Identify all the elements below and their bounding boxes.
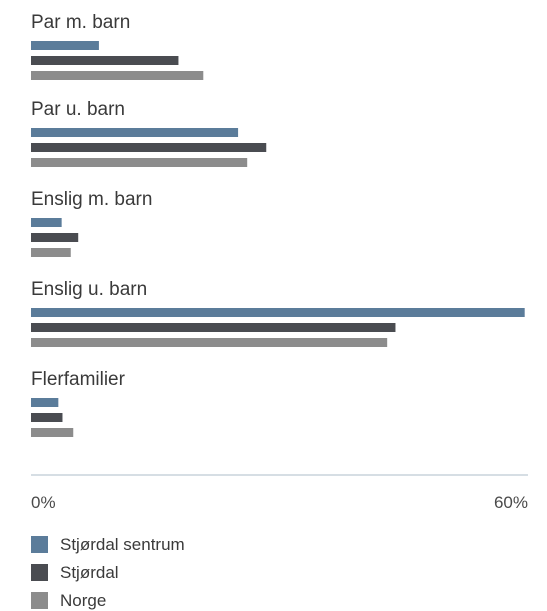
- legend-label: Norge: [60, 591, 106, 610]
- category-label: Enslig u. barn: [31, 279, 147, 300]
- bar: [31, 233, 79, 242]
- legend-swatch: [31, 536, 48, 553]
- category-label: Enslig m. barn: [31, 189, 152, 210]
- bar: [31, 323, 396, 332]
- bar: [31, 398, 59, 407]
- category-group: Enslig u. barn: [31, 279, 525, 347]
- bar: [31, 128, 239, 137]
- legend-label: Stjørdal sentrum: [60, 535, 185, 554]
- bar: [31, 428, 74, 437]
- category-label: Flerfamilier: [31, 369, 126, 390]
- bar: [31, 308, 525, 317]
- bar: [31, 218, 62, 227]
- x-tick-label-0: 0%: [31, 493, 56, 512]
- category-label: Par u. barn: [31, 99, 125, 120]
- legend-item: Stjørdal: [31, 563, 119, 582]
- category-group: Par u. barn: [31, 99, 267, 167]
- legend-label: Stjørdal: [60, 563, 119, 582]
- legend: Stjørdal sentrum Stjørdal Norge: [31, 535, 185, 610]
- legend-swatch: [31, 564, 48, 581]
- bar: [31, 143, 267, 152]
- bar: [31, 56, 179, 65]
- category-label: Par m. barn: [31, 12, 130, 33]
- x-tick-label-60: 60%: [494, 493, 528, 512]
- category-groups: Par m. barn Par u. barn Enslig m. barn Ensl…: [31, 12, 525, 437]
- bar: [31, 71, 204, 80]
- legend-item: Stjørdal sentrum: [31, 535, 185, 554]
- bar: [31, 41, 99, 50]
- category-group: Par m. barn: [31, 12, 204, 80]
- legend-item: Norge: [31, 591, 106, 610]
- bar: [31, 413, 63, 422]
- bar: [31, 158, 248, 167]
- category-group: Flerfamilier: [31, 369, 126, 437]
- legend-swatch: [31, 592, 48, 609]
- bar: [31, 338, 388, 347]
- category-group: Enslig m. barn: [31, 189, 152, 257]
- bar: [31, 248, 71, 257]
